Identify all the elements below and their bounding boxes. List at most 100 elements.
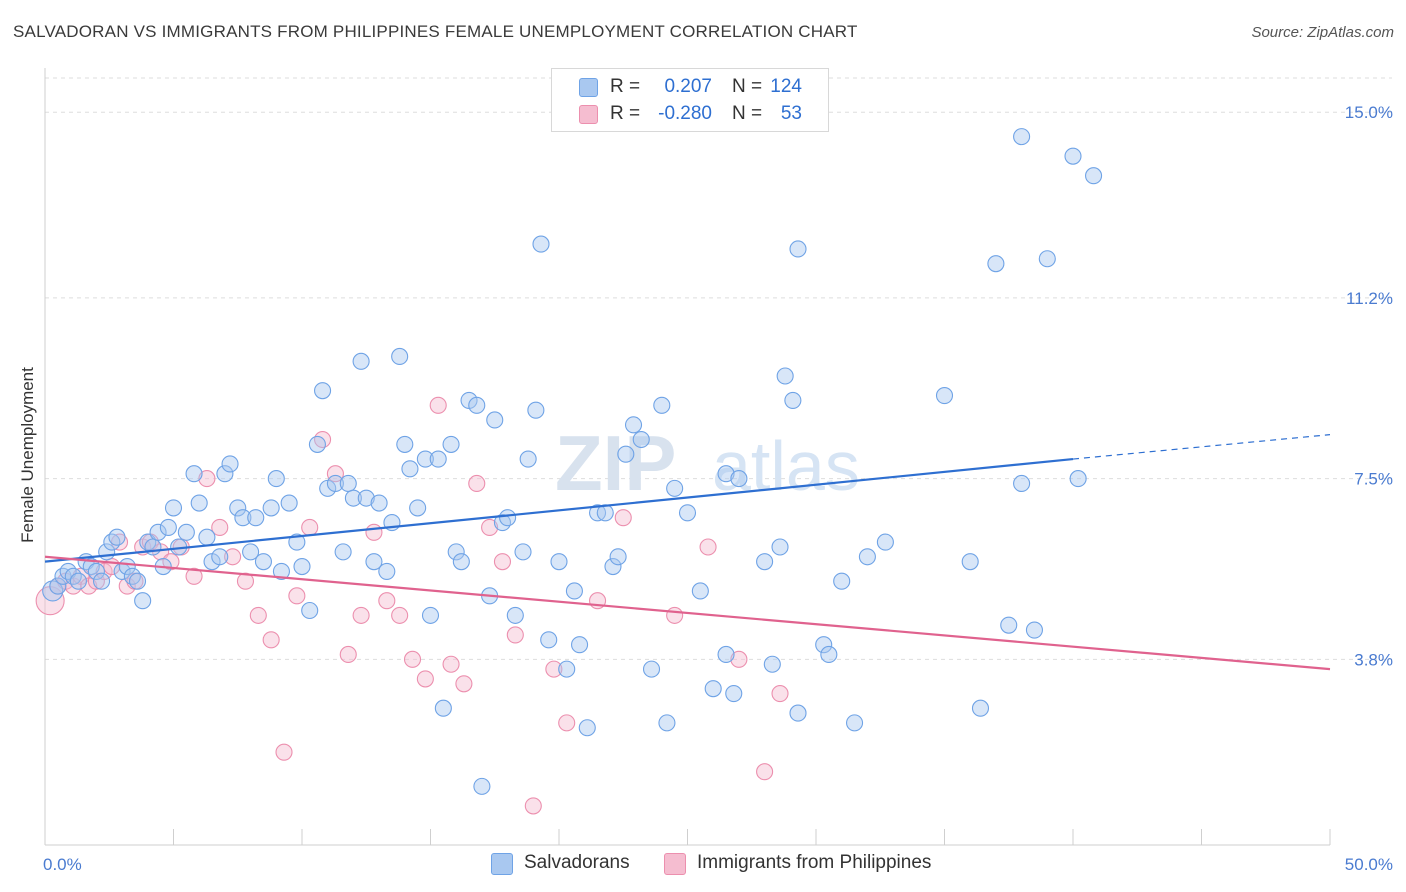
data-point-salvadorans [527, 401, 545, 419]
data-point-salvadorans [1025, 621, 1043, 639]
data-point-salvadorans [108, 528, 126, 546]
data-point-salvadorans [666, 479, 684, 497]
trend-line-salvadorans-extension [1072, 434, 1331, 460]
data-point-philippines [442, 655, 460, 673]
data-point-salvadorans [565, 582, 583, 600]
data-point-salvadorans [1013, 128, 1031, 146]
data-point-salvadorans [789, 704, 807, 722]
data-point-salvadorans [514, 543, 532, 561]
data-point-philippines [301, 518, 319, 537]
data-point-salvadorans [434, 699, 452, 717]
data-point-salvadorans [272, 562, 290, 580]
data-point-salvadorans [69, 572, 87, 590]
tick-labels: 3.8% 7.5% 11.2% 15.0% 0.0% 50.0% [43, 103, 1393, 874]
legend-n-value: 124 [770, 76, 802, 97]
legend-r-value: -0.280 [658, 103, 712, 124]
data-point-salvadorans [378, 562, 396, 580]
legend-r-label: R = [610, 103, 641, 124]
data-point-salvadorans [540, 631, 558, 649]
data-point-salvadorans [326, 474, 344, 493]
data-point-philippines [249, 606, 267, 624]
data-point-salvadorans [756, 553, 774, 571]
data-point-philippines [666, 606, 684, 624]
data-point-salvadorans [532, 235, 550, 253]
data-point-salvadorans [177, 523, 195, 541]
data-point-salvadorans [164, 499, 183, 517]
data-point-salvadorans [82, 557, 100, 576]
data-point-salvadorans [935, 386, 954, 405]
data-point-salvadorans [409, 499, 427, 517]
data-point-salvadorans [658, 714, 676, 732]
data-point-salvadorans [314, 382, 332, 400]
data-point-salvadorans [971, 699, 990, 717]
legend-row-salvadorans: R = 0.207 N = 124 [552, 74, 828, 100]
data-point-salvadorans [401, 460, 419, 478]
data-point-salvadorans [506, 606, 524, 624]
data-point-philippines [416, 670, 434, 688]
data-point-salvadorans [717, 645, 735, 664]
data-point-salvadorans [301, 601, 319, 620]
data-point-salvadorans [267, 470, 285, 488]
data-point-salvadorans [357, 489, 375, 507]
data-point-salvadorans [858, 548, 876, 566]
data-point-salvadorans [344, 489, 362, 507]
axes [44, 68, 1331, 846]
data-point-salvadorans [771, 538, 789, 556]
data-point-salvadorans [820, 645, 838, 664]
data-point-philippines [455, 675, 473, 693]
data-point-philippines [326, 465, 344, 483]
data-point-salvadorans [1013, 474, 1031, 493]
watermark-zip: ZIP [555, 419, 676, 507]
y-axis-label: Female Unemployment [18, 367, 37, 543]
trend-line-salvadorans [44, 457, 1074, 563]
data-point-salvadorans [429, 450, 447, 468]
data-point-salvadorans [499, 509, 517, 527]
trend-lines [44, 434, 1331, 671]
data-point-philippines [730, 650, 748, 668]
data-point-philippines [211, 518, 229, 537]
data-point-philippines [506, 626, 524, 644]
data-point-salvadorans [229, 499, 247, 517]
data-point-salvadorans [447, 543, 465, 561]
legend-label: Immigrants from Philippines [697, 852, 932, 873]
x-tick-label: 50.0% [1345, 855, 1393, 874]
data-point-philippines [224, 548, 242, 566]
data-point-salvadorans [221, 455, 239, 473]
data-point-salvadorans [1038, 250, 1056, 268]
legend-n-label: N = [732, 76, 763, 97]
data-point-salvadorans [519, 450, 537, 468]
data-point-salvadorans [1085, 167, 1103, 185]
data-point-philippines [481, 518, 499, 537]
data-point-salvadorans [234, 509, 252, 527]
data-point-salvadorans [876, 533, 894, 551]
data-point-salvadorans [578, 719, 596, 737]
y-tick-label: 3.8% [1354, 650, 1393, 669]
legend-n-label: N = [732, 103, 763, 124]
data-point-salvadorans [216, 465, 234, 483]
data-point-salvadorans [293, 557, 311, 576]
data-point-salvadorans [776, 367, 794, 385]
data-point-salvadorans [185, 465, 203, 483]
data-point-philippines [403, 650, 422, 668]
data-point-salvadorans [391, 347, 409, 366]
data-point-salvadorans [468, 396, 486, 414]
data-point-salvadorans [617, 445, 635, 463]
data-point-salvadorans [558, 660, 576, 678]
data-point-philippines [314, 430, 332, 449]
data-point-philippines [614, 509, 632, 527]
data-point-philippines [198, 470, 216, 488]
data-point-salvadorans [473, 777, 491, 795]
data-point-salvadorans [730, 470, 748, 488]
data-point-philippines [391, 606, 409, 624]
data-point-salvadorans [254, 553, 273, 571]
series-salvadorans-points [42, 128, 1103, 795]
data-point-salvadorans [242, 543, 260, 561]
data-point-philippines [339, 645, 357, 664]
data-point-salvadorans [334, 543, 352, 561]
trend-line-philippines [44, 555, 1331, 671]
data-point-salvadorans [288, 533, 306, 551]
data-point-salvadorans [42, 580, 64, 602]
data-point-philippines [545, 660, 563, 678]
legend-swatch-pink [579, 105, 598, 124]
data-point-salvadorans [247, 509, 265, 527]
